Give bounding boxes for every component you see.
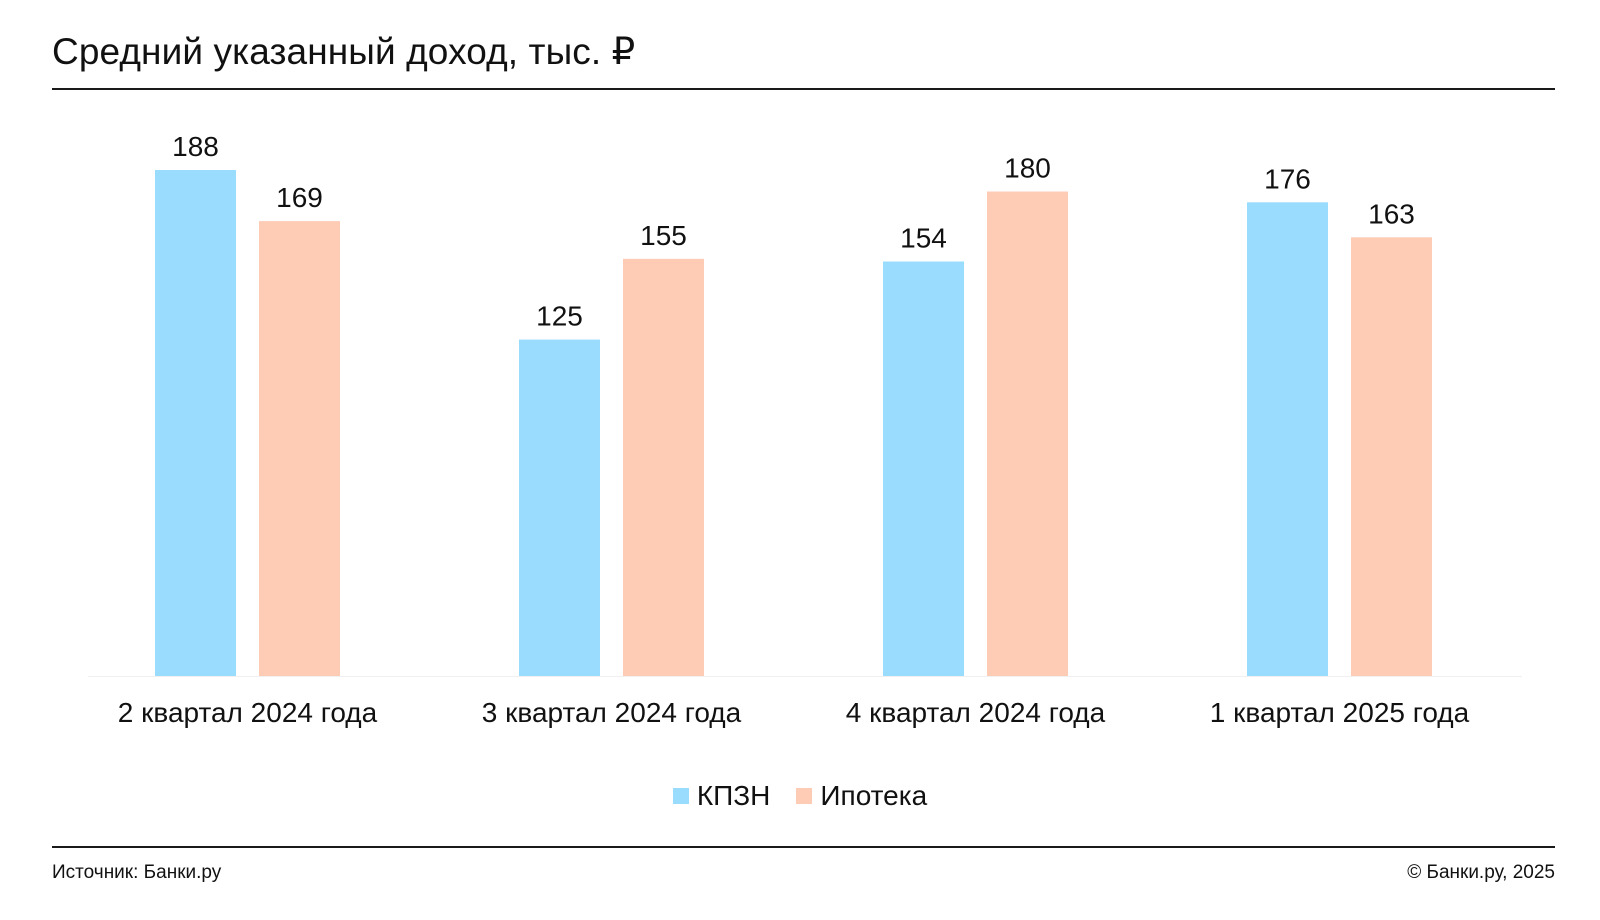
title-divider <box>52 88 1555 90</box>
legend-swatch-kpzn <box>672 788 689 804</box>
bar-ipoteka-3 <box>987 191 1068 676</box>
bar-ipoteka-4 <box>1351 237 1432 676</box>
bar-kpzn-1 <box>155 170 236 676</box>
copyright-note: © Банки.ру, 2025 <box>1407 862 1555 883</box>
data-label-ipoteka-2: 155 <box>640 220 687 251</box>
footer-divider <box>52 846 1555 848</box>
data-label-ipoteka-3: 180 <box>1004 153 1051 184</box>
x-tick-label-2: 3 квартал 2024 года <box>482 697 742 728</box>
data-label-kpzn-2: 125 <box>536 301 583 332</box>
legend: КПЗН Ипотека <box>0 780 1600 812</box>
legend-label-ipoteka: Ипотека <box>820 780 928 811</box>
data-label-ipoteka-1: 169 <box>276 182 323 213</box>
bar-kpzn-4 <box>1247 202 1328 677</box>
legend-label-kpzn: КПЗН <box>696 780 771 811</box>
legend-item-kpzn: КПЗН <box>672 780 771 812</box>
data-label-kpzn-1: 188 <box>172 131 219 162</box>
bar-chart: 188 169 2 квартал 2024 года 125 155 3 квартал… <box>88 131 1522 728</box>
data-label-kpzn-3: 154 <box>900 223 947 254</box>
bar-ipoteka-1 <box>259 221 340 676</box>
x-tick-label-1: 2 квартал 2024 года <box>118 697 378 728</box>
data-label-ipoteka-4: 163 <box>1368 198 1415 229</box>
data-label-kpzn-4: 176 <box>1264 163 1311 194</box>
bar-kpzn-2 <box>519 339 600 676</box>
legend-item-ipoteka: Ипотека <box>796 780 927 812</box>
bar-ipoteka-2 <box>623 258 704 676</box>
source-note: Источник: Банки.ру <box>52 862 222 883</box>
x-tick-label-4: 1 квартал 2025 года <box>1210 697 1470 728</box>
legend-swatch-ipoteka <box>796 788 813 804</box>
x-tick-label-3: 4 квартал 2024 года <box>846 697 1106 728</box>
bar-kpzn-3 <box>883 261 964 676</box>
chart-title: Средний указанный доход, тыс. ₽ <box>52 31 636 72</box>
